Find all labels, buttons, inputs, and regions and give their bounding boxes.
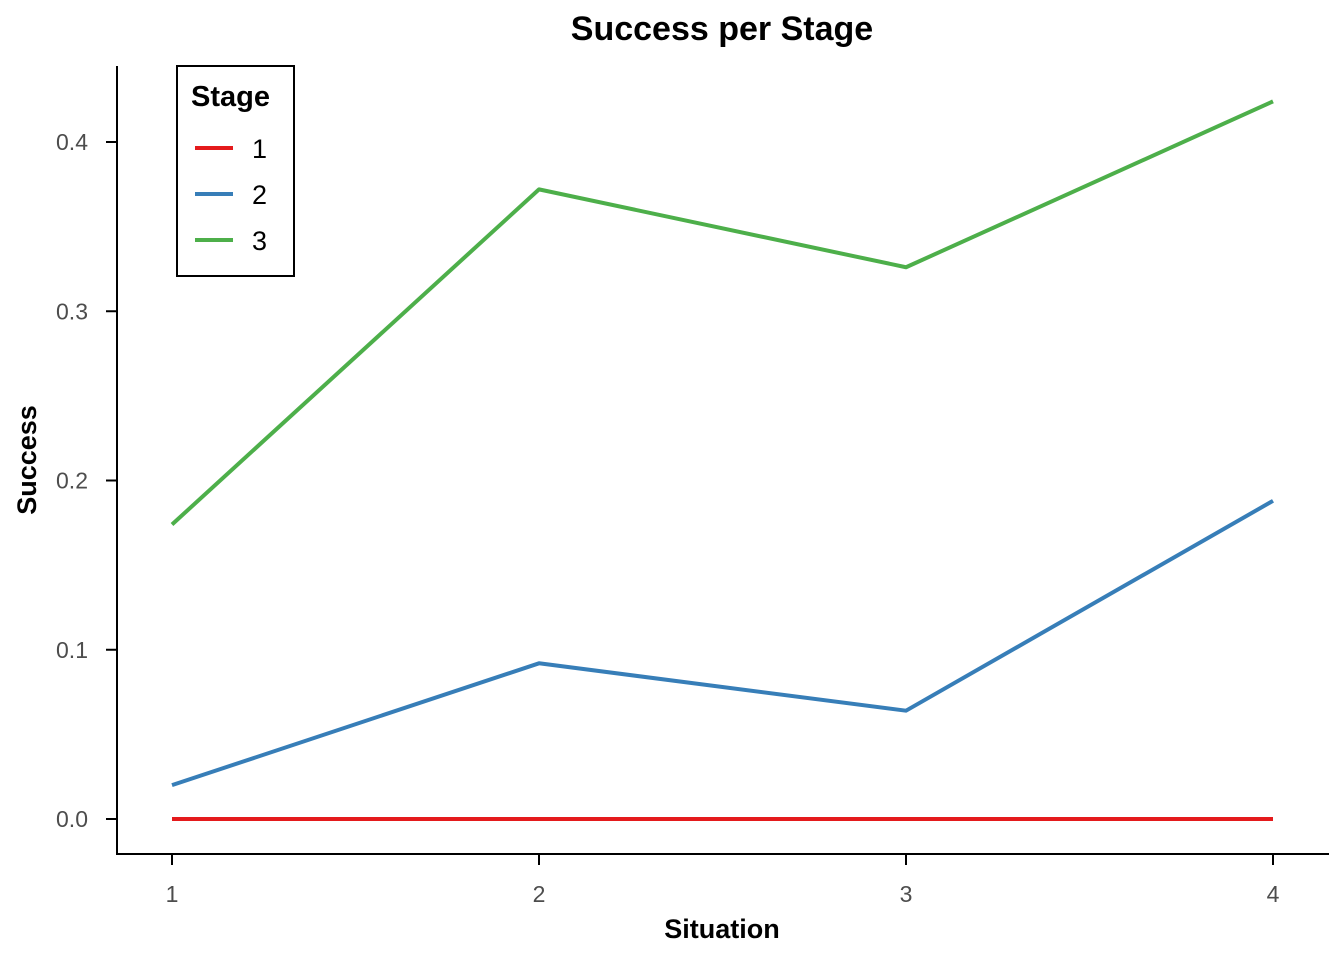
legend-label-stage-1: 1 [252, 134, 267, 164]
y-tick-label: 0.1 [56, 637, 88, 663]
series-layer [170, 99, 1274, 821]
x-tick-label: 2 [533, 881, 546, 907]
x-axis-title: Situation [664, 914, 780, 944]
y-axis-ticks: 0.0 0.1 0.2 0.3 0.4 [56, 129, 117, 832]
x-axis-ticks: 1 2 3 4 [166, 854, 1280, 907]
x-tick-label: 3 [900, 881, 913, 907]
y-tick-label: 0.3 [56, 298, 88, 324]
y-tick-label: 0.2 [56, 468, 88, 494]
x-tick-label: 1 [166, 881, 179, 907]
legend-title: Stage [191, 81, 270, 113]
series-line-stage-2 [171, 499, 1274, 788]
legend-label-stage-2: 2 [252, 180, 267, 210]
chart-title: Success per Stage [571, 10, 873, 48]
y-tick-label: 0.0 [56, 806, 88, 832]
y-axis-title: Success [12, 405, 42, 515]
legend-items: 1 2 3 [195, 134, 267, 256]
x-tick-label: 4 [1267, 881, 1280, 907]
legend-label-stage-3: 3 [252, 226, 267, 256]
series-line-stage-3 [170, 99, 1274, 526]
y-tick-label: 0.4 [56, 129, 88, 155]
legend: Stage 1 2 3 [176, 65, 295, 277]
